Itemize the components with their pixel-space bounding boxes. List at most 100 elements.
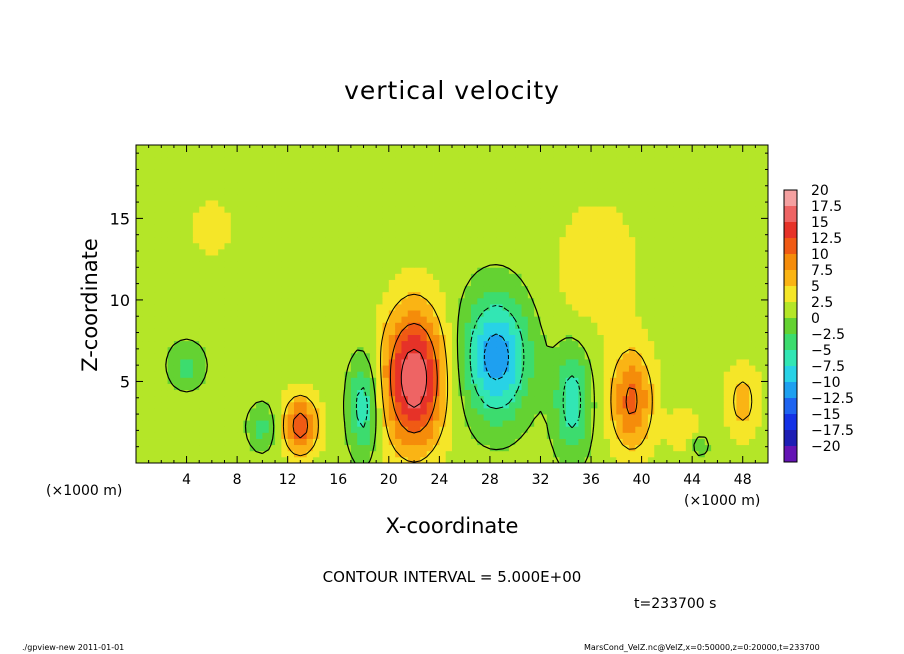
heatmap-cell (180, 340, 187, 348)
heatmap-cell (325, 248, 333, 256)
heatmap-cell (502, 230, 510, 238)
heatmap-cell (357, 304, 364, 311)
heatmap-cell (338, 273, 345, 280)
heatmap-cell (635, 279, 642, 287)
heatmap-cell (597, 157, 605, 164)
heatmap-cell (439, 346, 447, 354)
heatmap-cell (673, 383, 680, 391)
heatmap-cell (357, 365, 364, 372)
heatmap-cell (534, 371, 541, 378)
heatmap-cell (559, 346, 567, 354)
heatmap-cell (350, 285, 358, 293)
heatmap-cell (154, 236, 162, 244)
heatmap-cell (312, 334, 320, 342)
heatmap-cell (388, 316, 396, 323)
heatmap-cell (742, 304, 750, 311)
heatmap-cell (199, 420, 206, 427)
heatmap-cell (698, 346, 706, 354)
heatmap-cell (439, 169, 447, 176)
heatmap-cell (565, 407, 573, 415)
heatmap-cell (256, 352, 263, 360)
heatmap-cell (192, 444, 200, 452)
heatmap-cell (249, 255, 257, 262)
heatmap-cell (527, 444, 535, 452)
heatmap-cell (148, 181, 156, 189)
heatmap-cell (692, 224, 699, 232)
heatmap-cell (167, 285, 175, 293)
heatmap-cell (312, 340, 320, 348)
heatmap-cell (306, 334, 314, 342)
heatmap-cell (331, 273, 339, 280)
heatmap-cell (742, 291, 750, 299)
heatmap-cell (338, 328, 345, 335)
heatmap-cell (180, 389, 187, 397)
heatmap-cell (319, 175, 326, 183)
heatmap-cell (622, 444, 630, 452)
heatmap-cell (275, 181, 282, 189)
heatmap-cell (243, 224, 251, 232)
heatmap-cell (647, 261, 655, 268)
heatmap-cell (281, 377, 289, 384)
heatmap-cell (502, 297, 510, 305)
heatmap-cell (148, 304, 156, 311)
heatmap-cell (224, 242, 232, 250)
heatmap-cell (546, 444, 554, 452)
heatmap-cell (452, 346, 459, 354)
heatmap-cell (439, 206, 447, 213)
heatmap-cell (401, 236, 409, 244)
heatmap-cell (584, 432, 592, 439)
heatmap-cell (180, 181, 187, 189)
heatmap-cell (679, 328, 687, 335)
heatmap-cell (565, 328, 573, 335)
heatmap-cell (433, 456, 440, 464)
heatmap-cell (458, 279, 466, 287)
heatmap-cell (445, 310, 453, 317)
heatmap-cell (294, 291, 301, 299)
heatmap-cell (268, 267, 276, 274)
heatmap-cell (458, 157, 466, 164)
heatmap-cell (458, 242, 466, 250)
heatmap-cell (673, 230, 680, 238)
heatmap-cell (237, 291, 244, 299)
heatmap-cell (527, 200, 535, 207)
heatmap-cell (711, 230, 718, 238)
heatmap-cell (407, 267, 415, 274)
heatmap-cell (534, 261, 541, 268)
heatmap-cell (407, 414, 415, 421)
heatmap-cell (230, 322, 238, 329)
heatmap-cell (401, 212, 409, 219)
heatmap-cell (256, 444, 263, 452)
heatmap-cell (584, 426, 592, 433)
heatmap-cell (685, 255, 693, 262)
heatmap-cell (136, 212, 143, 219)
heatmap-cell (666, 187, 674, 195)
heatmap-cell (224, 187, 232, 195)
heatmap-cell (641, 346, 649, 354)
heatmap-cell (300, 181, 308, 189)
heatmap-cell (306, 389, 314, 397)
heatmap-cell (464, 304, 472, 311)
heatmap-cell (489, 273, 497, 280)
heatmap-cell (591, 334, 598, 342)
heatmap-cell (357, 248, 364, 256)
heatmap-cell (742, 316, 750, 323)
heatmap-cell (755, 212, 763, 219)
heatmap-cell (527, 169, 535, 176)
heatmap-cell (357, 193, 364, 201)
heatmap-cell (357, 255, 364, 262)
heatmap-cell (268, 273, 276, 280)
heatmap-cell (641, 389, 649, 397)
heatmap-cell (420, 200, 428, 207)
heatmap-cell (692, 383, 699, 391)
heatmap-cell (692, 175, 699, 183)
heatmap-cell (388, 438, 396, 446)
heatmap-cell (483, 224, 491, 232)
heatmap-cell (553, 377, 560, 384)
heatmap-cell (275, 316, 282, 323)
heatmap-cell (723, 414, 731, 421)
heatmap-cell (433, 371, 440, 378)
heatmap-cell (281, 420, 289, 427)
heatmap-cell (439, 242, 447, 250)
heatmap-cell (294, 377, 301, 384)
heatmap-cell (622, 340, 630, 348)
